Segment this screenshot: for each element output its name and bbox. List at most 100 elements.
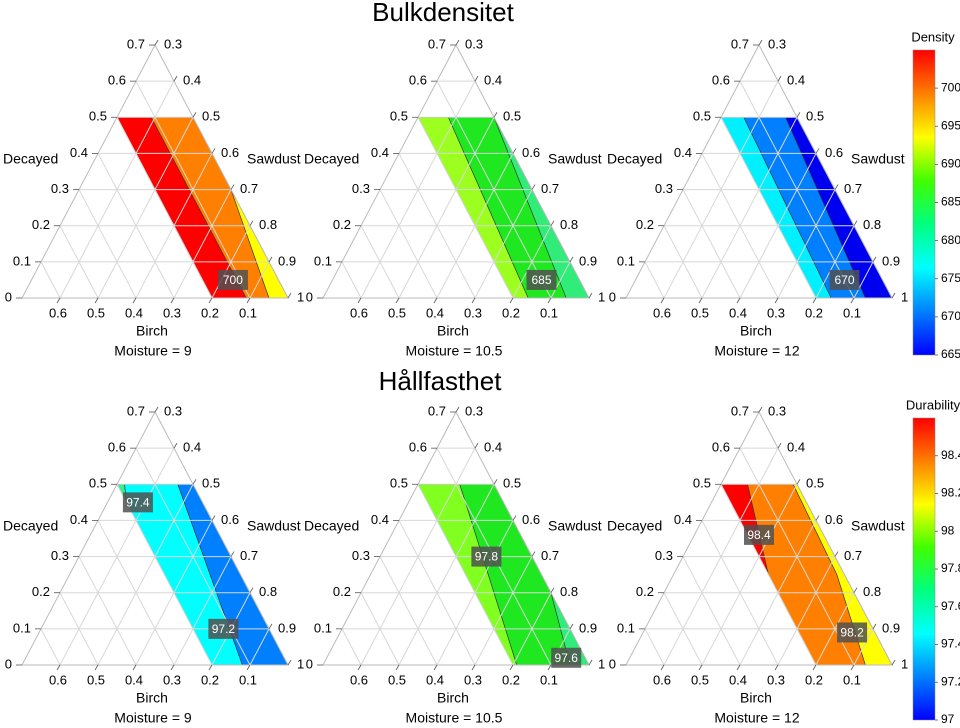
tick-label: 0.4 <box>729 305 747 320</box>
contour-label: 97.2 <box>212 622 236 636</box>
grid-line <box>550 261 571 299</box>
ternary-plot: 0 0.1 0.2 0.3 0.4 0.5 0.6 0.7 0.3 0.4 0.5 0.6 0.7 0.8… <box>304 403 605 725</box>
tick-mark <box>455 39 460 46</box>
grid-line <box>97 153 175 299</box>
tick-label: 0.5 <box>388 305 406 320</box>
tick-label: 0.6 <box>221 145 239 160</box>
tick-mark <box>246 297 251 304</box>
grid-line <box>512 592 552 666</box>
tick-label: 0.1 <box>239 672 257 687</box>
tick-label: 0.4 <box>371 145 389 160</box>
y-tick-label: 98 <box>941 523 955 537</box>
tick-mark <box>569 256 574 263</box>
tick-label: 1 <box>598 656 605 671</box>
tick-label: 0.9 <box>579 620 597 635</box>
tick-label: 0.3 <box>164 403 182 418</box>
tick-label: 0.5 <box>806 476 824 491</box>
y-tick-label: 98.4 <box>941 448 960 462</box>
tick-label: 0.1 <box>843 672 861 687</box>
tick-label: 0.1 <box>13 620 31 635</box>
tick-mark <box>531 184 536 190</box>
tick-mark <box>211 148 216 154</box>
grid-line <box>360 225 400 299</box>
tick-label: 0.1 <box>843 305 861 320</box>
tick-mark <box>660 297 665 304</box>
tick-label: 0 <box>609 656 616 671</box>
tick-label: 0.4 <box>787 73 805 88</box>
grid-line <box>97 117 194 299</box>
grid-line <box>815 592 855 666</box>
grid-line <box>249 628 270 666</box>
tick-mark <box>698 297 703 304</box>
grid-line <box>739 520 817 666</box>
tick-mark <box>94 664 99 671</box>
tick-label: 0.1 <box>314 620 332 635</box>
tick-mark <box>853 220 858 226</box>
tick-label: 0.7 <box>428 403 446 418</box>
tick-mark <box>736 297 741 304</box>
tick-label: 0.2 <box>201 305 219 320</box>
tick-label: 0.6 <box>350 305 368 320</box>
tick-label: 0.3 <box>352 181 370 196</box>
tick-label: 1 <box>901 656 908 671</box>
tick-label: 0.1 <box>314 253 332 268</box>
grid-line <box>249 261 270 299</box>
grid-line <box>682 556 741 666</box>
contour-label-box <box>837 622 868 643</box>
contour-label-box <box>744 524 774 545</box>
tick-mark <box>192 112 197 118</box>
grid-line <box>701 520 779 666</box>
tick-label: 0.5 <box>388 672 406 687</box>
colorbar <box>912 49 936 356</box>
axis-label: Sawdust <box>851 518 905 534</box>
tick-mark <box>170 664 175 671</box>
grid-line <box>59 592 99 666</box>
tick-label: 0.4 <box>787 440 805 455</box>
tick-label: 0.6 <box>49 305 67 320</box>
tick-mark <box>94 297 99 304</box>
grid-line <box>739 153 817 299</box>
tick-label: 0.9 <box>579 253 597 268</box>
tick-mark <box>547 297 552 304</box>
tick-label: 0.2 <box>636 584 654 599</box>
tick-label: 0.5 <box>691 305 709 320</box>
tick-label: 0.7 <box>240 548 258 563</box>
grid-line <box>78 189 137 299</box>
tick-label: 0.4 <box>484 73 502 88</box>
grid-line <box>853 628 874 666</box>
tick-mark <box>56 664 61 671</box>
tick-label: 0.4 <box>371 512 389 527</box>
tick-label: 0.6 <box>522 145 540 160</box>
grid-line <box>173 189 232 299</box>
ternary-plot: 0 0.1 0.2 0.3 0.4 0.5 0.6 0.7 0.3 0.4 0.5 0.6 0.7 0.8… <box>304 36 605 358</box>
tick-label: 0 <box>5 289 12 304</box>
grid-line <box>701 153 779 299</box>
tick-label: 0.4 <box>183 440 201 455</box>
tick-mark <box>812 664 817 671</box>
axis-label: Sawdust <box>548 151 602 167</box>
tick-label: 0.8 <box>863 217 881 232</box>
grid-line <box>436 520 514 666</box>
tick-label: 0.4 <box>125 672 143 687</box>
tick-label: 0.5 <box>89 476 107 491</box>
subtitle: Moisture = 9 <box>114 343 192 359</box>
tick-mark <box>230 551 235 557</box>
tick-label: 0.4 <box>674 512 692 527</box>
tick-label: 0.2 <box>32 217 50 232</box>
tick-mark <box>872 623 877 630</box>
tick-mark <box>815 515 820 521</box>
tick-mark <box>474 75 479 82</box>
tick-label: 0.8 <box>863 584 881 599</box>
tick-mark <box>774 664 779 671</box>
grid-line <box>341 261 362 299</box>
tick-mark <box>796 112 801 118</box>
y-tick-label: 690 <box>941 157 960 171</box>
tick-label: 0.3 <box>465 36 483 51</box>
tick-mark <box>56 297 61 304</box>
triangle-frame <box>21 410 289 666</box>
grid-line <box>360 592 400 666</box>
contour-label-box <box>471 546 502 567</box>
tick-label: 0.2 <box>805 672 823 687</box>
tick-mark <box>211 515 216 521</box>
